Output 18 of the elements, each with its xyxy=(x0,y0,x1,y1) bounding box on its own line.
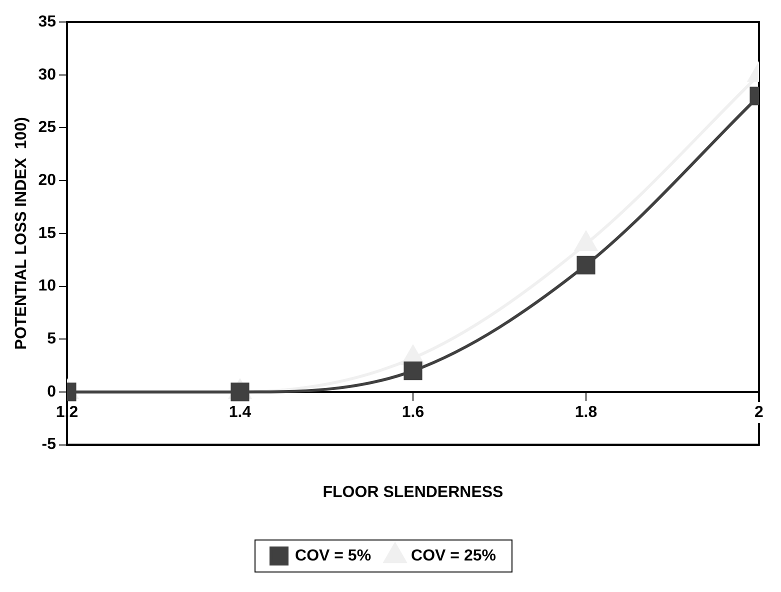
y-tick-label: -5 xyxy=(42,436,56,454)
x-axis-title: FLOOR SLENDERNESS xyxy=(322,484,504,501)
legend-label: COV = 5% xyxy=(295,547,372,564)
y-tick-label: 30 xyxy=(38,66,56,84)
y-tick-label: 20 xyxy=(38,172,56,189)
y-tick-label: 5 xyxy=(47,330,56,348)
y-tick-label: 25 xyxy=(38,119,56,136)
y-tick-label: 15 xyxy=(38,224,56,242)
y-axis-title: POTENTIAL LOSS INDEX 100) xyxy=(13,117,30,350)
y-tick-label: 0 xyxy=(47,383,56,400)
x-tick-label: 1.8 xyxy=(574,404,598,421)
legend-label: COV = 25% xyxy=(411,547,496,564)
y-tick-label: 10 xyxy=(38,278,56,295)
point xyxy=(404,362,422,380)
y-tick-label: 35 xyxy=(38,13,56,30)
x-tick-label: 1.6 xyxy=(402,404,424,421)
x-tick-label: 2 xyxy=(754,404,764,421)
x-tick-label: 1.4 xyxy=(228,404,252,421)
